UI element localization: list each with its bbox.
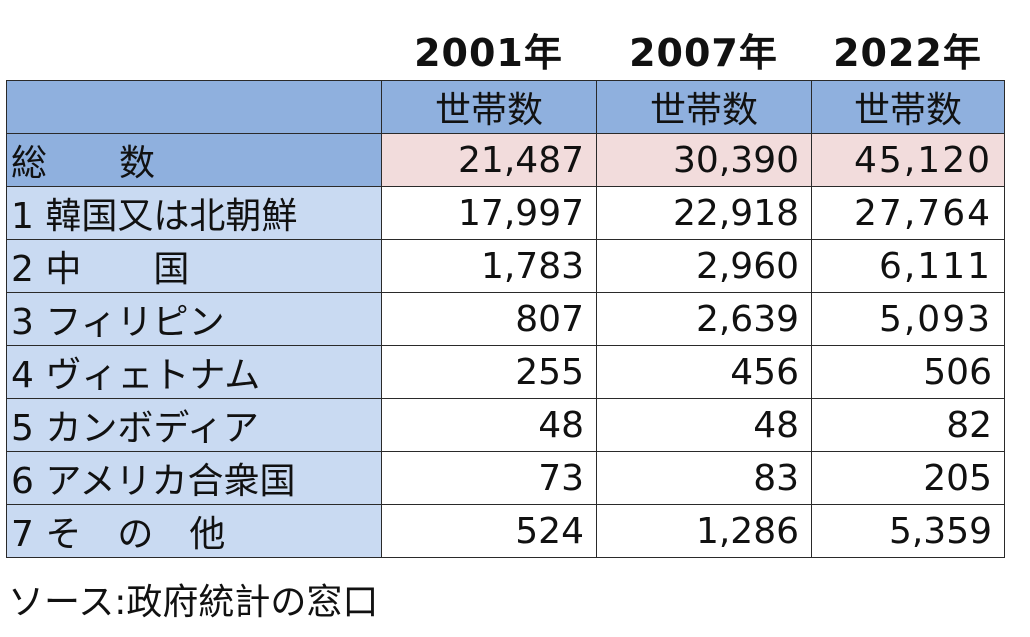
value-cell: 27,764 (811, 186, 1005, 240)
year-2001-label: 2001年 (414, 31, 563, 75)
table-row-total: 総 数 21,487 30,390 45,120 (6, 133, 1005, 187)
value-cell: 2,639 (596, 292, 812, 346)
year-2007-label: 2007年 (629, 31, 778, 75)
row-label: 1 韓国又は北朝鮮 (6, 186, 382, 240)
value-cell: 48 (596, 398, 812, 452)
row-label: 2 中 国 (6, 239, 382, 293)
table-row: 7 そ の 他 524 1,286 5,359 (6, 504, 1005, 558)
year-2022-label: 2022年 (833, 31, 982, 75)
row-label: 7 そ の 他 (6, 504, 382, 558)
value-cell: 21,487 (381, 133, 597, 187)
value-cell: 6,111 (811, 239, 1005, 293)
value-cell: 456 (596, 345, 812, 399)
value-cell: 1,783 (381, 239, 597, 293)
table-row: 1 韓国又は北朝鮮 17,997 22,918 27,764 (6, 186, 1005, 240)
row-label: 総 数 (6, 133, 382, 187)
table-row: 4 ヴィェトナム 255 456 506 (6, 345, 1005, 399)
row-label: 3 フィリピン (6, 292, 382, 346)
value-cell: 73 (381, 451, 597, 505)
row-label: 5 カンボディア (6, 398, 382, 452)
header-cell-households-2001: 世帯数 (381, 80, 597, 134)
source-note: ソース:政府統計の窓口 (8, 582, 379, 623)
table-header-row: 世帯数 世帯数 世帯数 (6, 80, 1005, 134)
value-cell: 22,918 (596, 186, 812, 240)
header-corner-cell (6, 80, 382, 134)
value-cell: 48 (381, 398, 597, 452)
table-row: 3 フィリピン 807 2,639 5,093 (6, 292, 1005, 346)
value-cell: 506 (811, 345, 1005, 399)
value-cell: 82 (811, 398, 1005, 452)
year-header-row: 2001年 2007年 2022年 (0, 28, 1030, 78)
table-row: 2 中 国 1,783 2,960 6,111 (6, 239, 1005, 293)
value-cell: 205 (811, 451, 1005, 505)
table-row: 5 カンボディア 48 48 82 (6, 398, 1005, 452)
value-cell: 1,286 (596, 504, 812, 558)
household-table: 世帯数 世帯数 世帯数 総 数 21,487 30,390 45,120 1 韓… (6, 80, 1005, 558)
value-cell: 83 (596, 451, 812, 505)
value-cell: 17,997 (381, 186, 597, 240)
row-label: 4 ヴィェトナム (6, 345, 382, 399)
row-label: 6 アメリカ合衆国 (6, 451, 382, 505)
value-cell: 5,093 (811, 292, 1005, 346)
value-cell: 524 (381, 504, 597, 558)
header-cell-households-2022: 世帯数 (811, 80, 1005, 134)
value-cell: 807 (381, 292, 597, 346)
value-cell: 30,390 (596, 133, 812, 187)
header-cell-households-2007: 世帯数 (596, 80, 812, 134)
value-cell: 45,120 (811, 133, 1005, 187)
value-cell: 2,960 (596, 239, 812, 293)
table-row: 6 アメリカ合衆国 73 83 205 (6, 451, 1005, 505)
value-cell: 5,359 (811, 504, 1005, 558)
value-cell: 255 (381, 345, 597, 399)
